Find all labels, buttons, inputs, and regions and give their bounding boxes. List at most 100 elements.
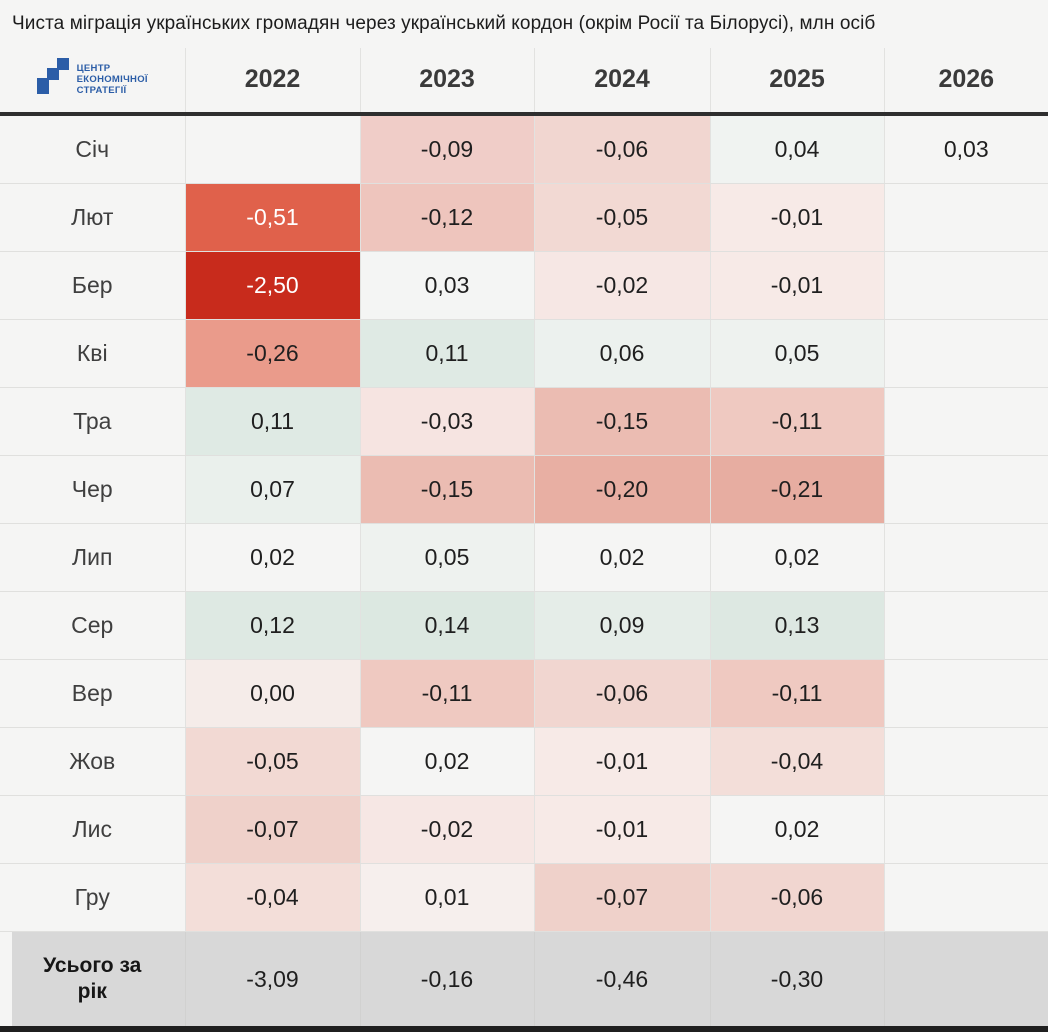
totals-value-2024: -0,46 — [534, 931, 711, 1027]
value-cell-2025-Лип: 0,02 — [710, 523, 885, 592]
table-row-Лип: Лип 0,02 0,05 0,02 0,02 — [0, 523, 1048, 592]
logo-line: ЦЕНТР — [76, 62, 111, 74]
value-cell-2026-Лип — [884, 523, 1048, 592]
value-cell-2022-Кві: -0,26 — [185, 319, 361, 388]
row-label-Січ: Січ — [0, 113, 186, 184]
value-cell-2024-Сер: 0,09 — [534, 591, 711, 660]
value-cell-2022-Гру: -0,04 — [185, 863, 361, 932]
value-cell-2022-Бер: -2,50 — [185, 251, 361, 320]
value-cell-2026-Сер — [884, 591, 1048, 660]
column-header-2023: 2023 — [360, 47, 535, 116]
column-header-2024: 2024 — [534, 47, 711, 116]
table-row-Чер: Чер 0,07 -0,15 -0,20 -0,21 — [0, 455, 1048, 524]
row-label-Жов: Жов — [0, 727, 186, 796]
migration-heatmap-table: ЦЕНТР ЕКОНОМІЧНОЇ СТРАТЕГІЇ 2022 2023 2024… — [0, 47, 1048, 1027]
table-row-Бер: Бер -2,50 0,03 -0,02 -0,01 — [0, 251, 1048, 320]
row-label-Лип: Лип — [0, 523, 186, 592]
value-cell-2024-Вер: -0,06 — [534, 659, 711, 728]
value-cell-2023-Тра: -0,03 — [360, 387, 535, 456]
value-cell-2022-Сер: 0,12 — [185, 591, 361, 660]
value-cell-2026-Січ: 0,03 — [884, 113, 1048, 184]
header-row: ЦЕНТР ЕКОНОМІЧНОЇ СТРАТЕГІЇ 2022 2023 2024… — [0, 47, 1048, 116]
row-label-Вер: Вер — [0, 659, 186, 728]
value-cell-2026-Бер — [884, 251, 1048, 320]
value-cell-2023-Гру: 0,01 — [360, 863, 535, 932]
row-label-Кві: Кві — [0, 319, 186, 388]
value-cell-2026-Гру — [884, 863, 1048, 932]
table-row-Лют: Лют -0,51 -0,12 -0,05 -0,01 — [0, 183, 1048, 252]
value-cell-2026-Кві — [884, 319, 1048, 388]
value-cell-2024-Жов: -0,01 — [534, 727, 711, 796]
value-cell-2026-Жов — [884, 727, 1048, 796]
table-row-Вер: Вер 0,00 -0,11 -0,06 -0,11 — [0, 659, 1048, 728]
row-label-Бер: Бер — [0, 251, 186, 320]
value-cell-2022-Вер: 0,00 — [185, 659, 361, 728]
value-cell-2025-Гру: -0,06 — [710, 863, 885, 932]
table-row-Січ: Січ -0,09 -0,06 0,04 0,03 — [0, 113, 1048, 184]
value-cell-2022-Лют: -0,51 — [185, 183, 361, 252]
value-cell-2024-Лют: -0,05 — [534, 183, 711, 252]
value-cell-2024-Чер: -0,20 — [534, 455, 711, 524]
value-cell-2024-Гру: -0,07 — [534, 863, 711, 932]
logo-text: ЦЕНТР ЕКОНОМІЧНОЇ СТРАТЕГІЇ — [77, 63, 148, 97]
value-cell-2022-Жов: -0,05 — [185, 727, 361, 796]
value-cell-2025-Лис: 0,02 — [710, 795, 885, 864]
value-cell-2023-Чер: -0,15 — [360, 455, 535, 524]
value-cell-2022-Лип: 0,02 — [185, 523, 361, 592]
value-cell-2026-Вер — [884, 659, 1048, 728]
totals-value-2022: -3,09 — [185, 931, 361, 1027]
value-cell-2022-Лис: -0,07 — [185, 795, 361, 864]
page-title: Чиста міграція українських громадян чере… — [12, 13, 876, 34]
column-header-2026: 2026 — [884, 47, 1048, 116]
value-cell-2026-Чер — [884, 455, 1048, 524]
value-cell-2025-Жов: -0,04 — [710, 727, 885, 796]
value-cell-2024-Лип: 0,02 — [534, 523, 711, 592]
value-cell-2025-Кві: 0,05 — [710, 319, 885, 388]
totals-value-2026 — [884, 931, 1048, 1027]
value-cell-2025-Сер: 0,13 — [710, 591, 885, 660]
value-cell-2025-Тра: -0,11 — [710, 387, 885, 456]
value-cell-2023-Лип: 0,05 — [360, 523, 535, 592]
value-cell-2025-Січ: 0,04 — [710, 113, 885, 184]
value-cell-2023-Лис: -0,02 — [360, 795, 535, 864]
value-cell-2022-Тра: 0,11 — [185, 387, 361, 456]
row-label-Гру: Гру — [0, 863, 186, 932]
value-cell-2022-Чер: 0,07 — [185, 455, 361, 524]
ces-logo: ЦЕНТР ЕКОНОМІЧНОЇ СТРАТЕГІЇ — [36, 58, 148, 101]
value-cell-2024-Тра: -0,15 — [534, 387, 711, 456]
logo-line: СТРАТЕГІЇ — [76, 85, 127, 97]
table-row-Жов: Жов -0,05 0,02 -0,01 -0,04 — [0, 727, 1048, 796]
value-cell-2023-Вер: -0,11 — [360, 659, 535, 728]
value-cell-2023-Лют: -0,12 — [360, 183, 535, 252]
table-row-Сер: Сер 0,12 0,14 0,09 0,13 — [0, 591, 1048, 660]
stairs-icon — [36, 58, 69, 101]
value-cell-2023-Січ: -0,09 — [360, 113, 535, 184]
totals-label: Усього за рік — [0, 931, 186, 1027]
value-cell-2023-Кві: 0,11 — [360, 319, 535, 388]
value-cell-2025-Лют: -0,01 — [710, 183, 885, 252]
table-row-Лис: Лис -0,07 -0,02 -0,01 0,02 — [0, 795, 1048, 864]
row-label-Тра: Тра — [0, 387, 186, 456]
value-cell-2023-Жов: 0,02 — [360, 727, 535, 796]
table-row-Кві: Кві -0,26 0,11 0,06 0,05 — [0, 319, 1048, 388]
row-label-Лис: Лис — [0, 795, 186, 864]
value-cell-2023-Бер: 0,03 — [360, 251, 535, 320]
row-label-Лют: Лют — [0, 183, 186, 252]
value-cell-2024-Бер: -0,02 — [534, 251, 711, 320]
value-cell-2022-Січ — [185, 113, 361, 184]
value-cell-2025-Бер: -0,01 — [710, 251, 885, 320]
row-label-Чер: Чер — [0, 455, 186, 524]
value-cell-2026-Тра — [884, 387, 1048, 456]
logo-line: ЕКОНОМІЧНОЇ — [76, 74, 148, 86]
footer-bar — [0, 1026, 1048, 1032]
table-row-Тра: Тра 0,11 -0,03 -0,15 -0,11 — [0, 387, 1048, 456]
column-header-2022: 2022 — [185, 47, 361, 116]
value-cell-2026-Лют — [884, 183, 1048, 252]
value-cell-2024-Лис: -0,01 — [534, 795, 711, 864]
totals-value-2025: -0,30 — [710, 931, 885, 1027]
value-cell-2026-Лис — [884, 795, 1048, 864]
value-cell-2025-Чер: -0,21 — [710, 455, 885, 524]
row-label-Сер: Сер — [0, 591, 186, 660]
table-row-Гру: Гру -0,04 0,01 -0,07 -0,06 — [0, 863, 1048, 932]
